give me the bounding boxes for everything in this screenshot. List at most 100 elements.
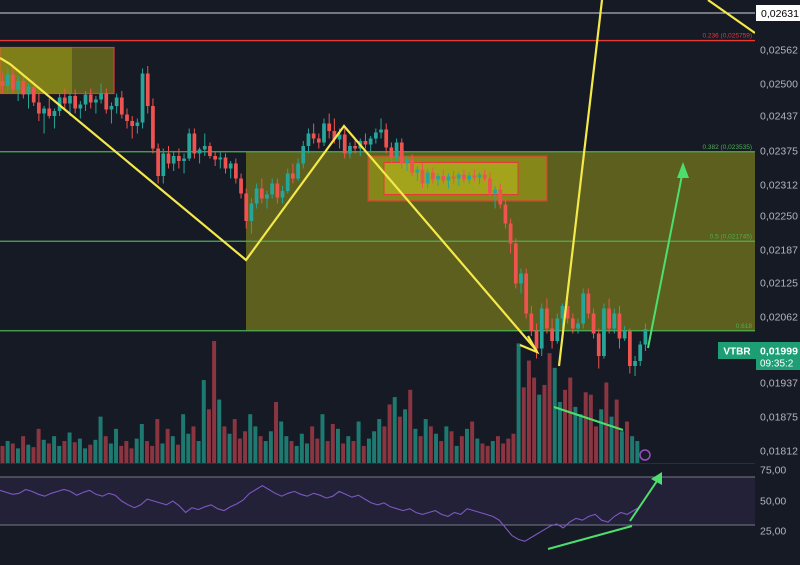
volume-bar: [36, 428, 41, 463]
volume-bar: [578, 414, 583, 463]
volume-bar: [341, 443, 346, 463]
candle-body: [545, 308, 549, 329]
volume-bar: [454, 445, 459, 463]
price-axis-background: [755, 0, 800, 560]
volume-bar: [609, 416, 614, 463]
candle-body: [477, 174, 482, 178]
candle-body: [519, 273, 523, 284]
volume-bar: [83, 448, 88, 463]
price-axis-label: 0,02062: [760, 312, 798, 324]
candle-body: [0, 81, 5, 86]
candle-body: [68, 96, 72, 104]
volume-bar: [201, 380, 206, 463]
candle-body: [316, 138, 321, 143]
candle-body: [259, 188, 264, 199]
volume-bar: [108, 443, 113, 463]
symbol-tag: [718, 342, 756, 359]
candle-body: [182, 158, 186, 161]
volume-bar: [5, 441, 10, 463]
volume-bar: [351, 441, 356, 463]
candle-body: [166, 153, 171, 164]
candle-body: [425, 172, 430, 184]
volume-bar: [408, 389, 413, 463]
price-axis-layer: 0,02631 0,02562 0,02500 0,02437 0,02375 0,023…: [718, 0, 800, 560]
candle-body: [456, 174, 461, 179]
volume-bar: [181, 414, 186, 463]
volume-bar: [485, 445, 490, 463]
volume-layer: [0, 341, 640, 463]
volume-bar: [279, 421, 284, 463]
candles-layer: [0, 64, 648, 376]
candle-body: [161, 153, 166, 176]
volume-bar: [449, 431, 454, 463]
candle-body: [488, 178, 492, 194]
drawings-layer: [0, 0, 756, 461]
volume-bar: [573, 406, 578, 463]
volume-bar: [227, 433, 232, 463]
volume-bar: [119, 445, 124, 463]
volume-bar: [72, 442, 77, 463]
volume-bar: [594, 426, 599, 463]
volume-bar: [428, 426, 433, 463]
candle-body: [11, 74, 15, 90]
top-price-tag: [756, 5, 800, 21]
volume-bar: [495, 436, 500, 463]
volume-bar: [542, 384, 547, 463]
volume-bar: [387, 404, 392, 463]
candle-body: [156, 148, 160, 176]
volume-bar: [361, 445, 366, 463]
price-axis-label: 0,02250: [760, 211, 798, 223]
candle-body: [622, 331, 627, 339]
volume-bar: [392, 397, 397, 463]
candle-body: [602, 308, 606, 356]
candle-body: [363, 141, 368, 145]
volume-bar: [67, 432, 72, 463]
candle-body: [5, 74, 10, 86]
volume-bar: [552, 367, 557, 463]
rsi-arrow-line: [629, 477, 660, 522]
volume-bar: [294, 445, 299, 463]
volume-bar: [57, 445, 62, 463]
volume-bar: [599, 409, 604, 463]
candle-body: [394, 142, 399, 158]
volume-bar: [557, 402, 562, 463]
candle-body: [114, 97, 119, 106]
candle-body: [389, 147, 394, 158]
volume-bar: [377, 419, 382, 463]
top-price-label: 0,02631: [761, 8, 799, 20]
candle-body: [482, 174, 487, 179]
volume-bar: [243, 431, 248, 463]
zigzag-arrow-head: [519, 335, 540, 355]
candle-body: [581, 293, 586, 324]
volume-bar: [52, 436, 57, 463]
rsi-axis-label: 25,00: [760, 526, 786, 538]
rsi-axis-label: 50,00: [760, 496, 786, 508]
candle-body: [441, 176, 446, 181]
volume-bar: [268, 431, 273, 463]
rsi-layer: [0, 472, 755, 550]
candle-body: [415, 169, 420, 173]
candle-body: [275, 183, 280, 198]
candle-body: [539, 308, 544, 349]
symbol-label: VTBR: [723, 347, 751, 358]
candle-body: [596, 333, 601, 356]
volume-bar: [490, 441, 495, 463]
volume-bar: [403, 409, 408, 463]
candle-body: [280, 191, 285, 198]
volume-bar: [439, 441, 444, 463]
candle-body: [94, 99, 98, 103]
fib-label-1: 0.382 (0,023535): [702, 144, 752, 151]
target-arrow-head: [677, 162, 689, 178]
volume-bar: [532, 377, 537, 463]
volume-bar: [382, 426, 387, 463]
volume-bar: [150, 445, 155, 463]
candle-body: [570, 318, 575, 329]
volume-bar: [237, 438, 242, 463]
volume-bar: [139, 423, 144, 463]
candle-body: [301, 146, 306, 164]
candle-body: [296, 163, 300, 179]
volume-bar: [217, 399, 222, 463]
volume-bar: [206, 409, 211, 463]
candle-body: [503, 204, 508, 224]
